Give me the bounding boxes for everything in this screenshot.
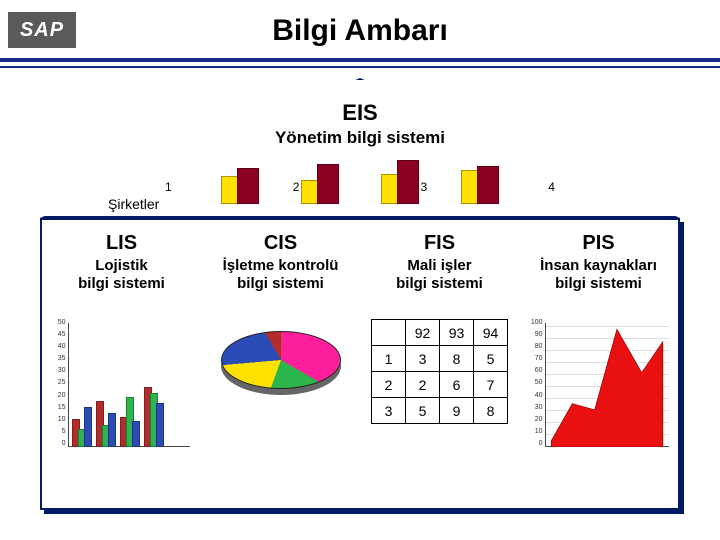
fis-subtitle: Mali işlerbilgi sistemi	[396, 257, 483, 293]
eis-x-ticks: 1234	[165, 180, 555, 194]
pis-subtitle: İnsan kaynaklarıbilgi sistemi	[540, 257, 657, 293]
eis-subtitle: Yönetim bilgi sistemi	[140, 128, 580, 148]
cis-subtitle: İşletme kontrolübilgi sistemi	[223, 257, 339, 293]
col-cis: CIS İşletme kontrolübilgi sistemi	[201, 220, 360, 508]
eis-title: EIS	[140, 100, 580, 126]
page-title: Bilgi Ambarı	[0, 14, 720, 48]
header-underline	[0, 66, 720, 68]
header: SAP Bilgi Ambarı	[0, 0, 720, 62]
cis-pie-chart	[221, 337, 341, 395]
lis-title: LIS	[106, 232, 137, 255]
eis-x-axis-label: Şirketler	[108, 196, 159, 212]
col-pis: PIS İnsan kaynaklarıbilgi sistemi 100908…	[519, 220, 678, 508]
fis-table: 929394138522673598	[371, 319, 508, 424]
house-body: LIS Lojistikbilgi sistemi 50454035302520…	[40, 218, 680, 510]
lis-subtitle: Lojistikbilgi sistemi	[78, 257, 165, 293]
eis-bar-chart	[200, 154, 520, 204]
cis-title: CIS	[264, 232, 297, 255]
pis-area-chart: 1009080706050403020100	[525, 319, 673, 459]
col-lis: LIS Lojistikbilgi sistemi 50454035302520…	[42, 220, 201, 508]
col-fis: FIS Mali işlerbilgi sistemi 929394138522…	[360, 220, 519, 508]
fis-title: FIS	[424, 232, 455, 255]
pis-title: PIS	[582, 232, 614, 255]
lis-bar-chart: 50454035302520151050	[50, 319, 194, 459]
